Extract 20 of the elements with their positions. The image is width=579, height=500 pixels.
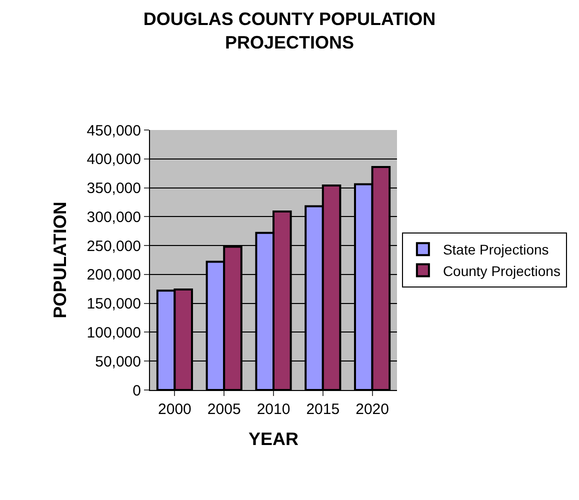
y-tick-label: 0 (132, 382, 141, 400)
y-tick-label: 250,000 (86, 238, 141, 255)
y-tick-label: 50,000 (95, 353, 141, 370)
y-tick-label: 350,000 (86, 180, 141, 198)
y-axis-title: POPULATION (50, 202, 70, 318)
y-tick-label: 400,000 (86, 151, 141, 168)
legend-label: County Projections (442, 262, 560, 279)
y-tick-label: 150,000 (86, 296, 141, 313)
chart-title: DOUGLAS COUNTY POPULATION PROJECTIONS (143, 9, 436, 52)
x-tick-label: 2000 (158, 401, 192, 418)
x-tick-label: 2010 (256, 401, 290, 418)
y-tick-label: 300,000 (86, 208, 141, 226)
y-tick-label: 450,000 (86, 122, 141, 140)
legend-label: State Projections (442, 242, 549, 258)
x-tick-label: 2020 (356, 401, 389, 418)
x-tick-label: 2005 (207, 401, 241, 418)
y-tick-label: 100,000 (86, 324, 141, 342)
x-axis-title: YEAR (248, 429, 299, 450)
x-tick-label: 2015 (306, 401, 340, 418)
y-tick-label: 200,000 (86, 266, 141, 284)
